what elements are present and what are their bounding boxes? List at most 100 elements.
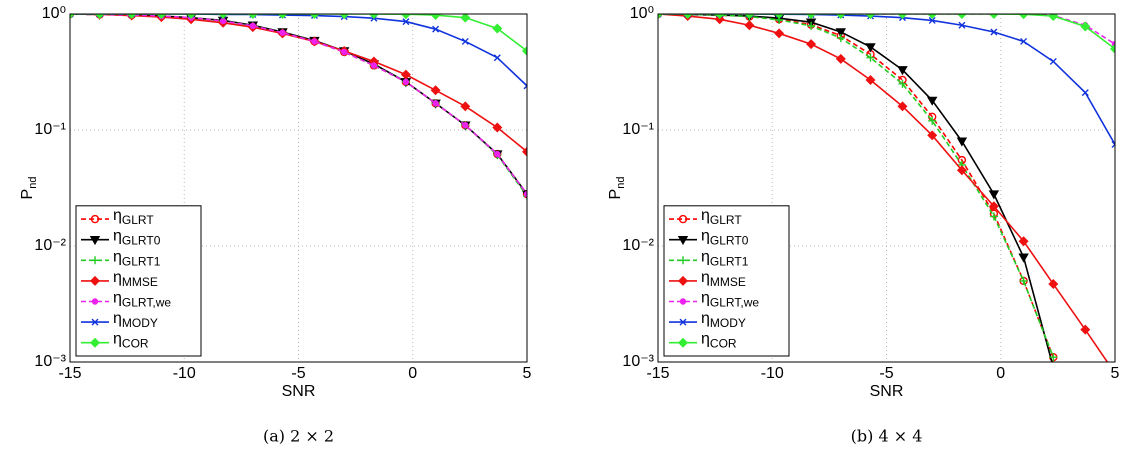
marker — [1049, 353, 1058, 362]
marker — [865, 14, 876, 19]
marker — [219, 17, 227, 25]
legend-label: ηGLRT — [701, 207, 742, 227]
y-tick-label: 10⁻³ — [34, 353, 66, 370]
plot-area — [70, 14, 527, 200]
series-line — [70, 14, 527, 195]
y-tick-label: 10⁻³ — [622, 353, 654, 370]
marker — [988, 201, 999, 212]
marker — [774, 14, 785, 19]
marker — [1018, 236, 1029, 247]
marker — [927, 130, 938, 141]
series-line — [70, 14, 527, 87]
marker — [658, 14, 663, 19]
marker — [341, 48, 348, 56]
caption: (a) 2 × 2 — [263, 427, 334, 446]
legend-label: ηMMSE — [113, 269, 158, 289]
series-line — [70, 14, 527, 195]
marker — [865, 74, 876, 85]
legend-marker — [679, 256, 687, 265]
legend-marker — [678, 214, 688, 224]
x-tick-label: -5 — [291, 365, 305, 382]
legend-label: ηMODY — [113, 310, 158, 330]
marker — [1049, 364, 1057, 371]
legend-marker — [91, 256, 99, 265]
legend-label: ηGLRT0 — [113, 228, 161, 248]
marker — [1080, 21, 1091, 32]
marker — [400, 69, 411, 80]
legend-label: ηGLRT — [113, 207, 154, 227]
legend-label: ηGLRT1 — [113, 249, 161, 269]
marker — [493, 54, 501, 62]
marker — [1081, 89, 1089, 97]
marker — [1049, 57, 1057, 65]
marker — [311, 38, 318, 45]
legend-label: ηMMSE — [701, 269, 746, 289]
y-axis-label: Pnd — [19, 177, 39, 200]
legend-label: ηGLRT,we — [701, 290, 759, 310]
legend-marker — [90, 275, 100, 286]
marker — [94, 14, 105, 19]
marker — [865, 43, 876, 53]
legend-marker — [89, 236, 101, 246]
marker — [928, 16, 936, 24]
marker — [460, 101, 471, 112]
x-tick-label: -15 — [646, 365, 669, 382]
legend-label: ηMODY — [701, 310, 746, 330]
marker — [714, 14, 725, 25]
y-tick-label: 10⁻² — [622, 237, 654, 254]
marker — [807, 21, 816, 30]
marker — [156, 14, 167, 19]
marker — [461, 37, 469, 45]
series-line — [658, 14, 1115, 50]
x-tick-label: -10 — [173, 365, 196, 382]
marker — [806, 14, 817, 19]
x-tick-label: -5 — [879, 365, 893, 382]
marker — [430, 14, 441, 21]
marker — [522, 45, 527, 56]
axes-frame — [657, 13, 1116, 363]
legend-marker — [679, 298, 687, 305]
marker — [523, 190, 527, 198]
marker — [897, 66, 908, 76]
marker — [956, 14, 967, 19]
legend-label: ηGLRT0 — [701, 228, 749, 248]
marker — [806, 39, 817, 50]
y-tick-label: 10⁻¹ — [34, 121, 66, 138]
marker — [835, 14, 846, 19]
marker — [928, 112, 937, 121]
marker — [430, 85, 441, 96]
x-tick-label: -15 — [58, 365, 81, 382]
subplot: 10⁰ 10⁻¹ 10⁻² 10⁻³-15 -10 -5 0 5 SNR Pnd (a) 2 × 2… — [19, 5, 531, 445]
legend-marker — [678, 337, 688, 348]
marker — [1111, 140, 1115, 148]
y-tick-label: 10⁻² — [34, 237, 66, 254]
legend-label: ηGLRT1 — [701, 249, 749, 269]
x-tick-label: 0 — [408, 365, 417, 382]
marker — [400, 14, 411, 20]
marker — [926, 96, 938, 106]
marker — [70, 14, 75, 19]
legend-marker — [90, 337, 100, 348]
marker — [774, 28, 785, 39]
x-axis-label: SNR — [282, 383, 316, 400]
x-tick-label: 5 — [523, 365, 532, 382]
marker — [494, 150, 501, 158]
x-tick-label: -10 — [761, 365, 784, 382]
marker — [744, 20, 755, 31]
marker — [492, 122, 503, 133]
legend-marker — [91, 318, 99, 326]
marker — [958, 21, 966, 29]
marker — [126, 14, 137, 19]
legend-label: ηGLRT,we — [113, 290, 171, 310]
legend-marker — [677, 236, 689, 246]
marker — [402, 18, 410, 26]
series-line — [70, 14, 527, 52]
marker — [1018, 253, 1029, 263]
marker — [1048, 279, 1059, 290]
marker — [460, 14, 471, 23]
marker — [682, 14, 693, 19]
marker — [432, 100, 439, 107]
caption: (b) 4 × 4 — [851, 427, 923, 446]
